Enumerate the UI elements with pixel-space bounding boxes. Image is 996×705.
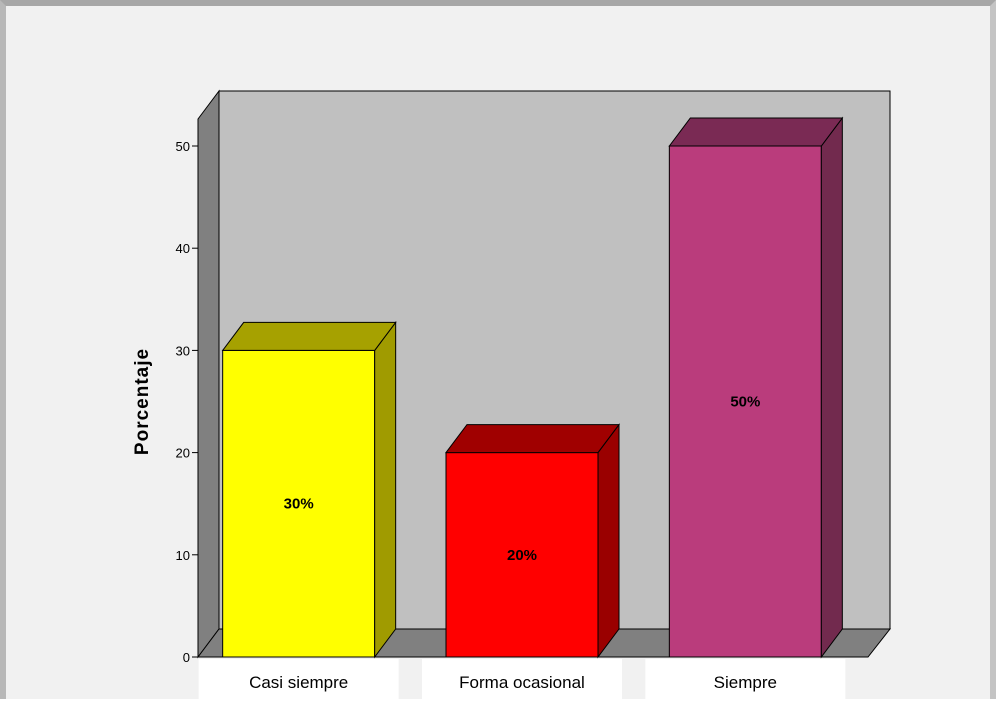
y-tick-label: 20 bbox=[176, 446, 190, 461]
y-tick-label: 0 bbox=[183, 650, 190, 665]
category-label: Forma ocasional bbox=[459, 673, 585, 692]
data-label: 50% bbox=[730, 394, 760, 411]
bar-side bbox=[598, 425, 619, 657]
y-tick-label: 40 bbox=[176, 241, 190, 256]
y-axis: 0 10 20 30 40 50 bbox=[176, 119, 198, 665]
left-wall bbox=[198, 91, 219, 657]
category-label: Casi siempre bbox=[249, 673, 348, 692]
bar bbox=[669, 118, 842, 657]
y-tick-label: 30 bbox=[176, 343, 190, 358]
bar-top bbox=[669, 118, 842, 146]
bar-side bbox=[821, 118, 842, 657]
data-label: 20% bbox=[507, 547, 537, 564]
bar bbox=[223, 322, 396, 657]
bar-chart: 0 10 20 30 40 50 30% Casi siempre 20% Forma ocas… bbox=[6, 6, 996, 705]
bar-side bbox=[375, 322, 396, 657]
bar-top bbox=[223, 322, 396, 350]
data-label: 30% bbox=[284, 496, 314, 513]
bar bbox=[446, 425, 619, 657]
y-tick-label: 50 bbox=[176, 139, 190, 154]
category-label: Siempre bbox=[714, 673, 777, 692]
y-tick-label: 10 bbox=[176, 548, 190, 563]
y-axis-label: Porcentaje bbox=[132, 348, 153, 455]
bar-top bbox=[446, 425, 619, 453]
